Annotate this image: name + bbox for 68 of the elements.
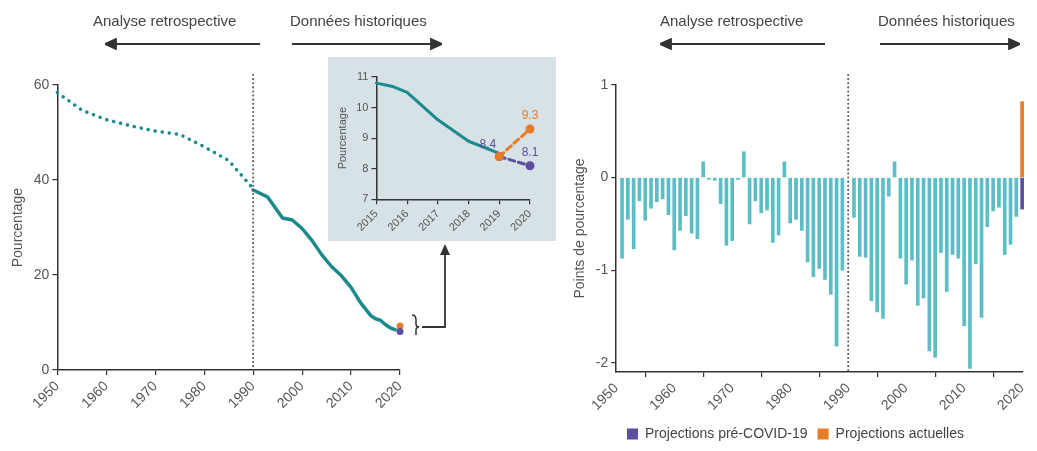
bar <box>770 177 775 243</box>
bar <box>626 177 630 220</box>
bar <box>730 177 735 241</box>
y-tick-label: 40 <box>33 170 50 187</box>
bar <box>643 177 648 221</box>
y-tick-label: -2 <box>595 353 609 370</box>
bar <box>915 177 920 306</box>
bar <box>765 177 769 211</box>
bar <box>684 177 688 216</box>
bar <box>817 177 822 269</box>
y-tick-label: 8 <box>362 161 369 174</box>
bar <box>788 177 793 224</box>
bar <box>672 177 677 251</box>
bar <box>962 177 966 327</box>
bar <box>1002 177 1007 255</box>
text: Données historiques <box>878 12 1015 29</box>
bar <box>1020 177 1024 210</box>
bar <box>823 177 827 280</box>
y-tick-label: 0 <box>41 360 50 377</box>
bar <box>794 177 798 220</box>
point <box>525 161 535 171</box>
bar <box>852 177 856 218</box>
data-label: 8.4 <box>479 136 497 151</box>
text: Données historiques <box>290 12 427 29</box>
bar <box>939 177 943 253</box>
bar <box>828 177 833 295</box>
bar <box>997 177 1001 208</box>
bar <box>973 177 978 265</box>
bar <box>857 177 862 257</box>
bar <box>886 177 891 197</box>
bar <box>904 177 908 285</box>
bar <box>649 177 653 209</box>
bar <box>741 151 746 178</box>
bar <box>1020 101 1024 178</box>
y-tick-label: 10 <box>356 100 369 113</box>
bar <box>881 177 885 319</box>
y-tick-label: 7 <box>362 192 369 205</box>
y-tick-label: 9 <box>362 131 369 144</box>
y-tick-label: 1 <box>600 75 609 92</box>
bar <box>655 177 659 203</box>
bar <box>799 177 804 231</box>
bar <box>712 177 717 181</box>
bar <box>701 161 706 178</box>
y-axis-title: Pourcentage <box>9 187 26 268</box>
bar <box>944 177 949 292</box>
bar <box>933 177 937 358</box>
point <box>525 124 535 134</box>
text: Analyse retrospective <box>93 12 237 29</box>
y-tick-label: 20 <box>33 265 50 282</box>
y-axis-title: Pourcentage <box>335 106 348 170</box>
data-label: 9.3 <box>521 108 539 123</box>
text: Analyse retrospective <box>660 12 804 29</box>
y-tick-label: -1 <box>595 261 609 278</box>
bar <box>991 177 995 212</box>
y-tick-label: 11 <box>357 70 369 83</box>
bar <box>759 177 764 214</box>
data-label: 8.1 <box>521 145 539 160</box>
bar <box>875 177 879 313</box>
y-axis-title: Points de pourcentage <box>571 158 588 299</box>
legend-label: Projections actuelles <box>835 424 965 441</box>
y-tick-label: 60 <box>33 75 50 92</box>
bar <box>968 177 972 369</box>
bar <box>910 177 914 261</box>
bar <box>620 177 624 259</box>
bar <box>678 177 682 231</box>
bar <box>1014 177 1019 217</box>
legend-label: Projections pré-COVID-19 <box>644 424 808 441</box>
y-tick-label: 0 <box>600 168 609 185</box>
